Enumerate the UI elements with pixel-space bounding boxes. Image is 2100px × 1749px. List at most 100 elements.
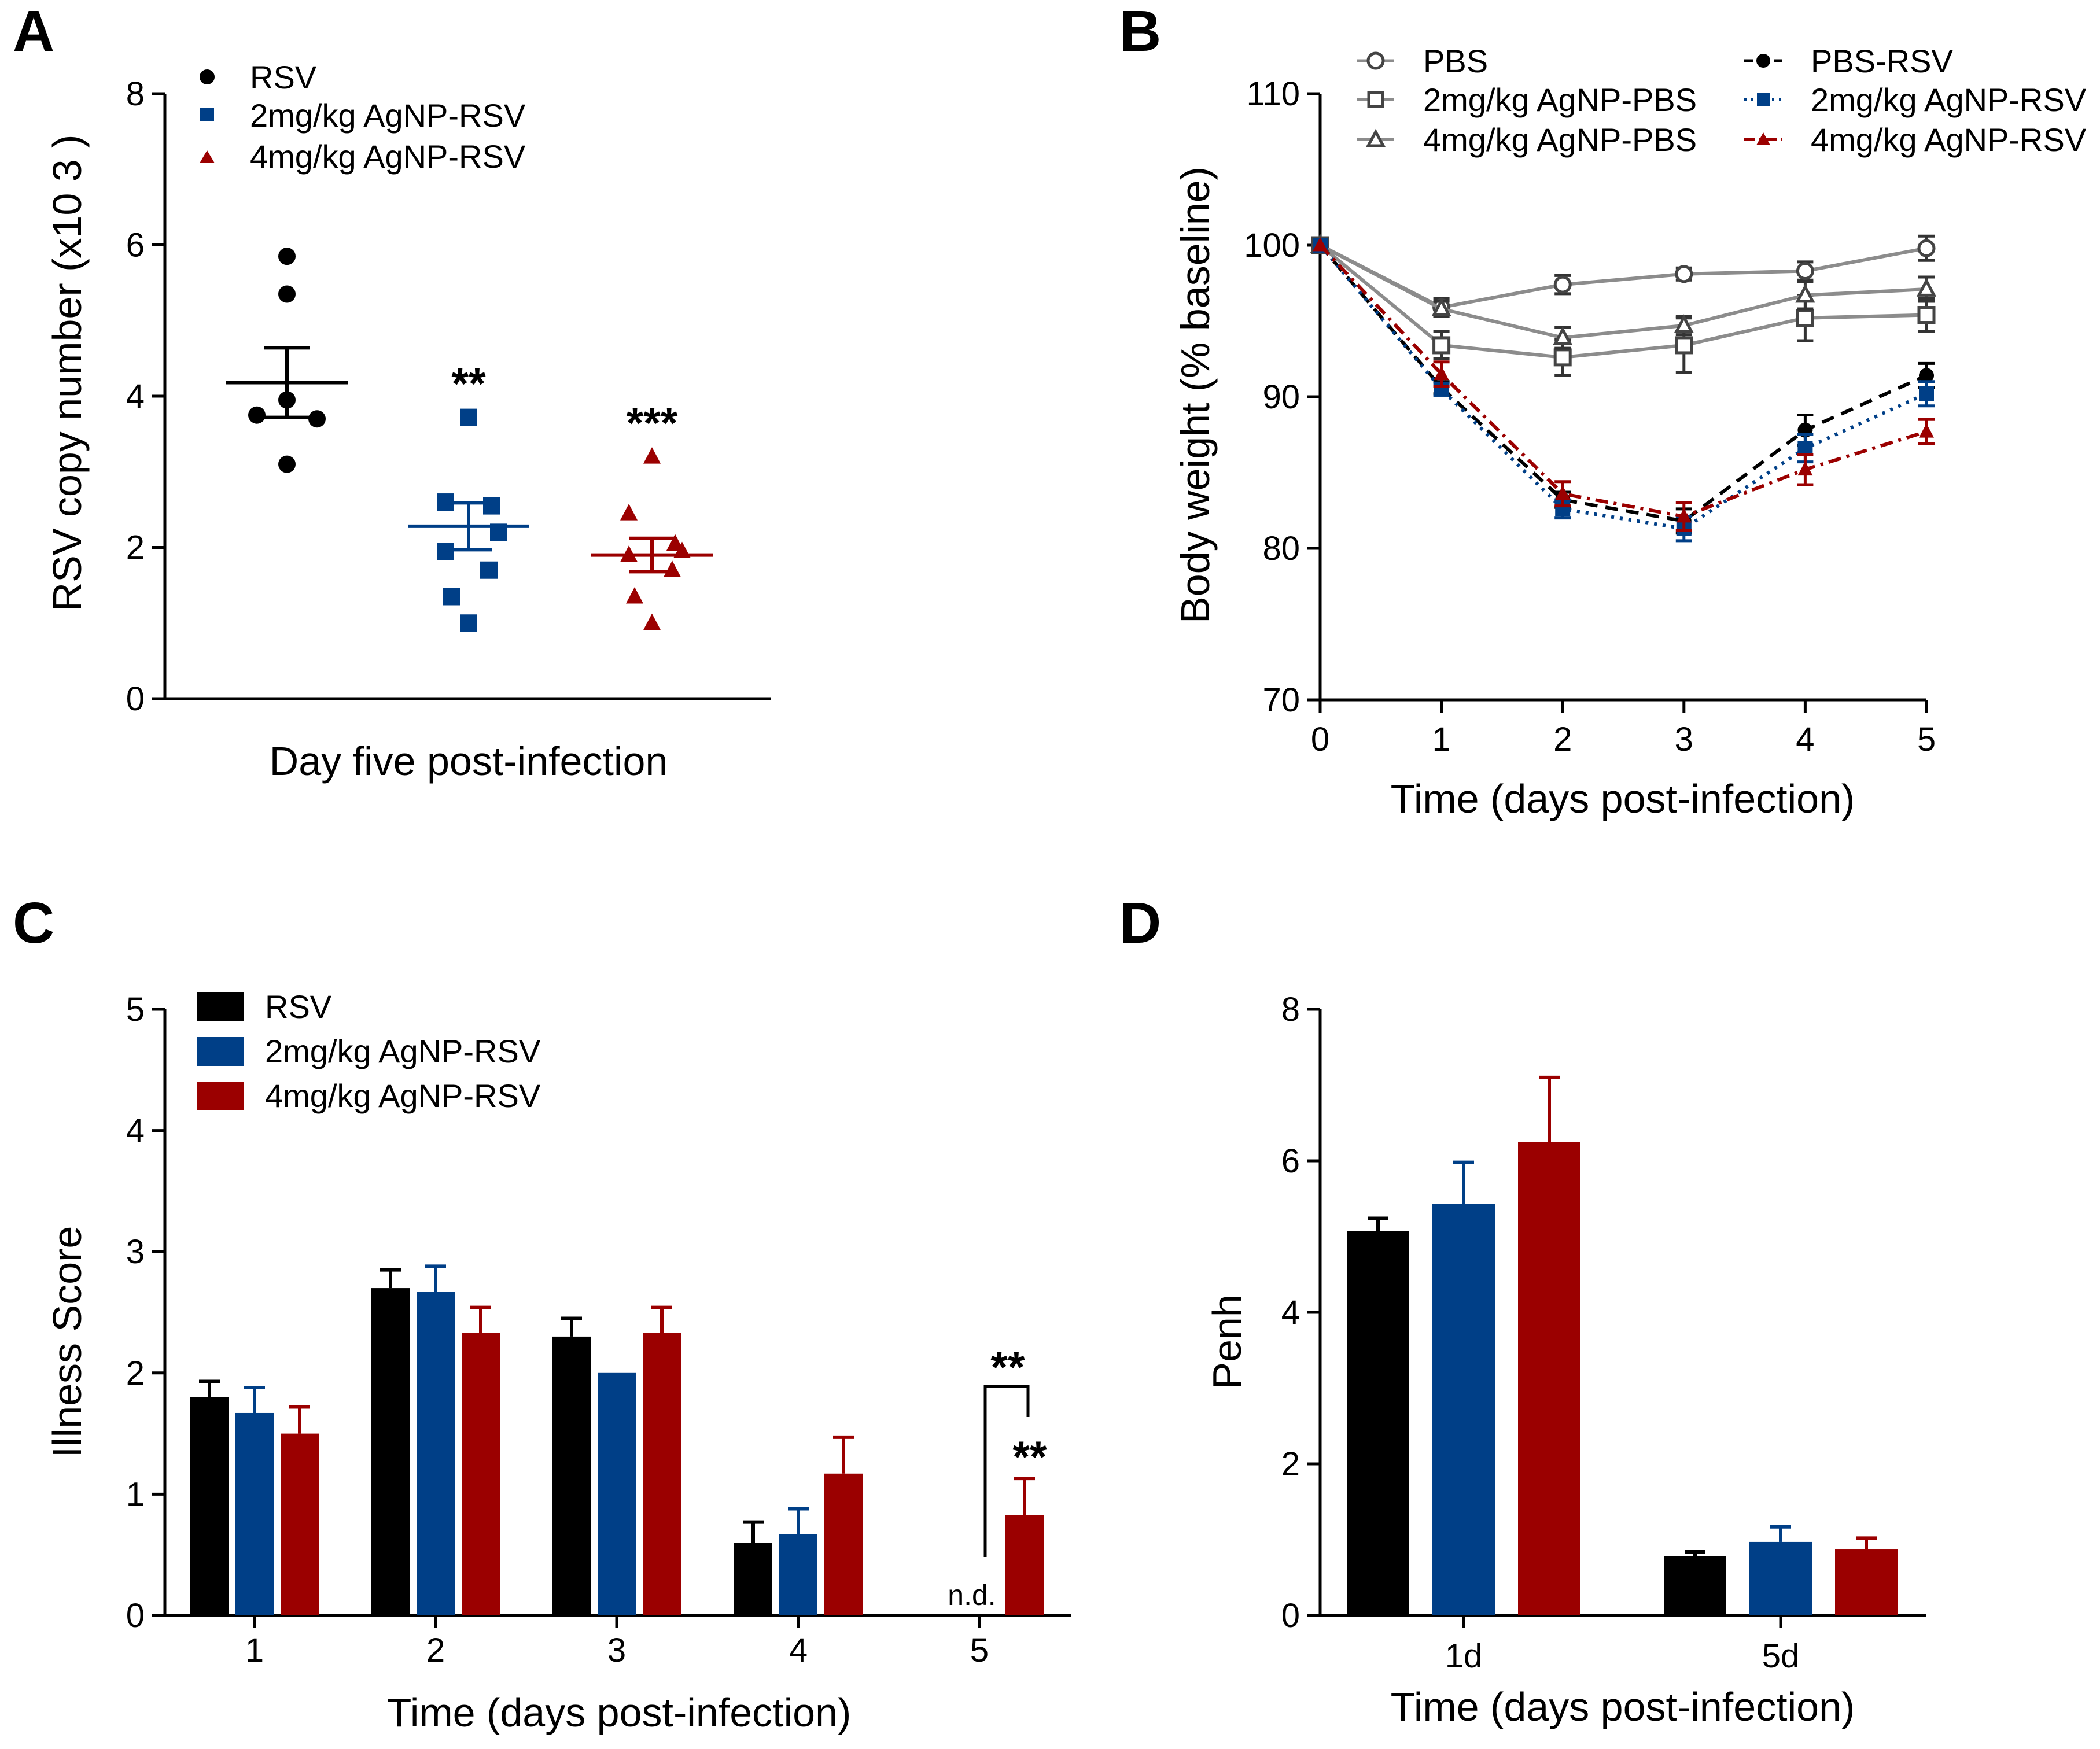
legend-c-label-2mg: 2mg/kg AgNP-RSV bbox=[265, 1033, 541, 1069]
panel-a-point-0-5 bbox=[278, 455, 296, 473]
panel-c-bracket-star: ** bbox=[990, 1343, 1025, 1392]
panel-b-line-5 bbox=[1318, 243, 1927, 519]
panel-a-point-1-6 bbox=[443, 588, 460, 606]
panel-c-xlabel: Time (days post-infection) bbox=[387, 1690, 852, 1735]
panel-d-plot: 0 2 4 6 8 1d 5d bbox=[1281, 991, 1926, 1675]
panel-c-significance-bracket bbox=[983, 1385, 1030, 1557]
panel-c-bar-2-1 bbox=[462, 1333, 500, 1615]
panel-a-point-1-7 bbox=[460, 614, 477, 632]
panel-label-a: A bbox=[13, 0, 54, 64]
panel-d-y-tick-label: 2 bbox=[1281, 1445, 1300, 1483]
panel-a-point-0-4 bbox=[308, 410, 326, 428]
panel-d-y-tick-label: 8 bbox=[1281, 991, 1300, 1028]
panel-b-y-tick-label: 110 bbox=[1247, 75, 1300, 113]
panel-c-y-tick-label: 0 bbox=[126, 1597, 145, 1634]
legend-b-marker-4mg-rsv bbox=[1756, 132, 1770, 145]
panel-d-bar-2-0 bbox=[1518, 1142, 1580, 1615]
panel-d-xlabel: Time (days post-infection) bbox=[1391, 1684, 1855, 1729]
panel-d-bar-0-0 bbox=[1347, 1231, 1409, 1615]
panel-label-c: C bbox=[13, 891, 54, 955]
panel-c-bar-2-4 bbox=[1005, 1515, 1044, 1615]
panel-d-bar-0-1 bbox=[1664, 1556, 1726, 1615]
panel-a-point-2-6 bbox=[626, 586, 643, 604]
panel-a-ylabel: RSV copy number (x10 3 ) bbox=[45, 135, 90, 612]
panel-a-point-0-3 bbox=[248, 406, 266, 424]
panel-c-bar-1-3 bbox=[779, 1534, 817, 1615]
panel-b-y-tick-label: 100 bbox=[1244, 227, 1300, 264]
panel-a-y-tick-label: 8 bbox=[126, 75, 145, 113]
panel-a-point-0-1 bbox=[278, 285, 296, 303]
panel-c-bar-star: ** bbox=[1012, 1433, 1047, 1482]
panel-b-x-tick-label: 4 bbox=[1796, 721, 1814, 758]
legend-a-label-4mg: 4mg/kg AgNP-RSV bbox=[250, 138, 526, 175]
panel-a-y-tick-label: 0 bbox=[126, 680, 145, 718]
panel-c-bar-1-0 bbox=[235, 1412, 274, 1615]
panel-a-point-2-7 bbox=[643, 613, 661, 630]
panel-b-point-5-2 bbox=[1555, 485, 1571, 500]
panel-b-line-2 bbox=[1319, 243, 1927, 340]
panel-d-x-tick-label: 1d bbox=[1445, 1637, 1483, 1675]
panel-b-point-2-4 bbox=[1795, 283, 1815, 303]
panel-b-line-4 bbox=[1318, 244, 1928, 531]
panel-d-y-tick-label: 6 bbox=[1281, 1142, 1300, 1180]
panel-b-point-5-5 bbox=[1919, 423, 1934, 438]
panel-a-y-tick-label: 4 bbox=[126, 378, 145, 415]
panel-b-point-0-3 bbox=[1675, 265, 1693, 283]
panel-b-line-0 bbox=[1319, 243, 1927, 309]
panel-c-nd-label: n.d. bbox=[948, 1579, 996, 1611]
panel-c-bar-0-2 bbox=[552, 1336, 591, 1615]
panel-b-point-1-2 bbox=[1553, 348, 1572, 367]
panel-b-point-2-1 bbox=[1431, 297, 1451, 316]
panel-a-legend: RSV 2mg/kg AgNP-RSV 4mg/kg AgNP-RSV bbox=[200, 59, 526, 175]
panel-c-x-tick-label: 2 bbox=[426, 1632, 445, 1669]
legend-c-label-rsv: RSV bbox=[265, 988, 332, 1025]
panel-b-x-tick-label: 1 bbox=[1432, 721, 1450, 758]
legend-a-marker-rsv bbox=[200, 69, 215, 84]
panel-b-y-tick-label: 70 bbox=[1262, 681, 1300, 719]
panel-b-point-2-3 bbox=[1674, 314, 1694, 333]
panel-c-y-tick-label: 4 bbox=[126, 1112, 145, 1150]
panel-a-y-tick-label: 6 bbox=[126, 227, 145, 264]
panel-b-point-3-5 bbox=[1919, 368, 1934, 383]
legend-c-label-4mg: 4mg/kg AgNP-RSV bbox=[265, 1078, 541, 1114]
panel-b-x-tick-label: 3 bbox=[1675, 721, 1693, 758]
panel-c-bar-2-3 bbox=[824, 1473, 863, 1615]
panel-d-ylabel: Penh bbox=[1204, 1294, 1250, 1389]
panel-b-xlabel: Time (days post-infection) bbox=[1391, 776, 1855, 821]
panel-c-legend: RSV 2mg/kg AgNP-RSV 4mg/kg AgNP-RSV bbox=[197, 988, 541, 1114]
panel-b-y-tick-label: 90 bbox=[1262, 378, 1300, 416]
panel-a-point-0-0 bbox=[278, 248, 296, 265]
panel-c-bar-0-1 bbox=[371, 1288, 410, 1615]
legend-b-label-4mg-rsv: 4mg/kg AgNP-RSV bbox=[1811, 121, 2087, 158]
panel-c-ylabel: Illness Score bbox=[45, 1226, 90, 1458]
panel-b-point-5-3 bbox=[1676, 508, 1692, 523]
panel-a-y-tick-label: 2 bbox=[126, 529, 145, 567]
panel-b-x-tick-label: 2 bbox=[1553, 721, 1572, 758]
panel-b-point-1-4 bbox=[1796, 309, 1814, 327]
panel-a-xlabel: Day five post-infection bbox=[270, 739, 668, 784]
panel-d-y-tick-label: 0 bbox=[1281, 1597, 1300, 1634]
panel-c-x-tick-label: 1 bbox=[245, 1632, 264, 1669]
panel-c-bar-2-2 bbox=[643, 1333, 681, 1615]
legend-b-label-4mg-pbs: 4mg/kg AgNP-PBS bbox=[1423, 121, 1697, 158]
panel-b-point-1-1 bbox=[1432, 336, 1451, 355]
panel-d-bar-1-0 bbox=[1432, 1204, 1495, 1615]
panel-a-point-2-0 bbox=[643, 447, 661, 464]
panel-b-line-3 bbox=[1318, 244, 1928, 523]
panel-b-point-2-2 bbox=[1553, 326, 1573, 345]
legend-b-marker-2mg-pbs bbox=[1367, 91, 1384, 108]
legend-b-label-pbs: PBS bbox=[1423, 43, 1488, 79]
legend-b-marker-pbs-rsv bbox=[1756, 54, 1770, 68]
panel-a-point-1-2 bbox=[483, 497, 500, 515]
panel-b-x-tick-label: 5 bbox=[1917, 721, 1936, 758]
legend-c-swatch-2mg bbox=[197, 1037, 244, 1066]
panel-a-point-1-5 bbox=[480, 561, 498, 579]
panel-c-bar-1-2 bbox=[598, 1372, 636, 1615]
panel-c-bar-0-3 bbox=[734, 1543, 772, 1615]
panel-c-y-tick-label: 2 bbox=[126, 1355, 145, 1392]
panel-a-point-2-2 bbox=[666, 534, 684, 551]
panel-b-point-0-2 bbox=[1553, 275, 1572, 294]
panel-b-y-tick-label: 80 bbox=[1262, 530, 1300, 567]
panel-b-point-2-5 bbox=[1916, 278, 1937, 297]
legend-c-swatch-rsv bbox=[197, 992, 244, 1021]
